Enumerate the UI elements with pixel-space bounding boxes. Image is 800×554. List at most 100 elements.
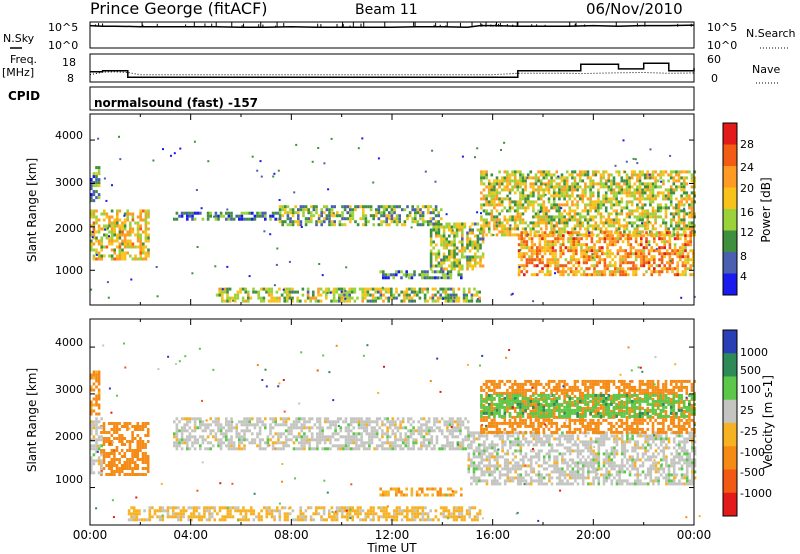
data-cell (175, 426, 179, 430)
data-cell (608, 252, 612, 256)
data-cell (243, 435, 246, 439)
data-cell (477, 467, 481, 471)
data-cell (521, 221, 525, 225)
data-cell (471, 222, 474, 226)
data-cell (483, 473, 486, 477)
data-cell (191, 211, 194, 215)
data-cell (530, 273, 534, 277)
data-cell (214, 420, 218, 424)
data-cell (585, 258, 588, 262)
data-cell (651, 224, 655, 228)
data-cell (615, 434, 619, 438)
data-cell (301, 287, 305, 291)
data-cell (495, 221, 498, 224)
data-cell (539, 197, 543, 201)
data-cell (95, 248, 98, 252)
data-cell (506, 434, 510, 438)
data-cell (542, 212, 546, 216)
data-cell (443, 444, 447, 448)
data-cell (619, 270, 622, 274)
data-cell (568, 449, 572, 453)
data-cell (470, 482, 473, 486)
data-cell (646, 218, 650, 222)
data-cell (116, 239, 119, 243)
data-cell (395, 217, 399, 221)
data-cell (511, 467, 515, 471)
data-cell (436, 296, 440, 300)
data-cell (524, 179, 527, 183)
data-cell (520, 243, 523, 247)
data-cell (361, 137, 364, 140)
data-cell (235, 447, 238, 451)
data-cell (144, 443, 147, 446)
data-cell (590, 258, 594, 262)
data-cell (568, 215, 572, 219)
data-cell (545, 215, 548, 219)
data-cell (594, 224, 598, 228)
data-cell (477, 437, 481, 441)
data-cell (372, 181, 375, 184)
data-cell (440, 243, 443, 247)
data-cell (473, 287, 476, 291)
data-cell (605, 479, 608, 483)
data-cell (558, 482, 562, 486)
data-cell (412, 444, 415, 448)
data-cell (113, 224, 116, 228)
data-cell (342, 444, 345, 448)
data-cell (90, 230, 93, 234)
data-cell (517, 249, 521, 253)
data-cell (597, 446, 601, 450)
data-cell (436, 270, 440, 274)
data-cell (357, 447, 361, 451)
data-cell (518, 266, 521, 269)
data-cell (126, 245, 129, 249)
data-cell (318, 429, 322, 433)
data-cell (676, 273, 679, 277)
data-cell (591, 253, 594, 256)
data-cell (485, 233, 488, 237)
data-cell (511, 452, 515, 456)
data-cell (362, 426, 366, 430)
data-cell (339, 426, 343, 430)
data-cell (633, 221, 637, 225)
data-cell (217, 417, 220, 421)
data-cell (448, 264, 451, 268)
data-cell (316, 438, 319, 442)
data-cell (108, 254, 111, 258)
data-cell (538, 261, 542, 265)
data-cell (264, 426, 267, 430)
data-cell (563, 191, 566, 195)
data-cell (186, 447, 189, 451)
data-cell (647, 258, 651, 262)
data-cell (638, 170, 642, 174)
data-cell (675, 203, 678, 207)
data-cell (495, 197, 499, 201)
data-cell (352, 435, 356, 439)
data-cell (620, 176, 624, 180)
data-cell (458, 258, 461, 262)
data-cell (537, 482, 541, 486)
data-cell (97, 391, 101, 395)
data-cell (681, 246, 685, 250)
data-cell (516, 224, 520, 228)
data-cell (682, 170, 686, 174)
data-cell (513, 218, 517, 222)
data-cell (474, 243, 477, 247)
data-cell (310, 432, 314, 436)
data-cell (193, 441, 197, 445)
data-cell (629, 249, 633, 253)
data-cell (573, 212, 577, 216)
data-cell (597, 209, 600, 213)
data-cell (142, 218, 145, 222)
data-cell (511, 440, 515, 444)
data-cell (405, 287, 409, 291)
data-cell (378, 438, 382, 442)
data-cell (565, 194, 569, 198)
data-cell (442, 255, 446, 259)
data-cell (367, 205, 370, 209)
data-cell (429, 252, 433, 256)
data-cell (627, 252, 630, 256)
data-cell (351, 211, 355, 215)
data-cell (358, 287, 362, 291)
data-cell (612, 182, 616, 186)
